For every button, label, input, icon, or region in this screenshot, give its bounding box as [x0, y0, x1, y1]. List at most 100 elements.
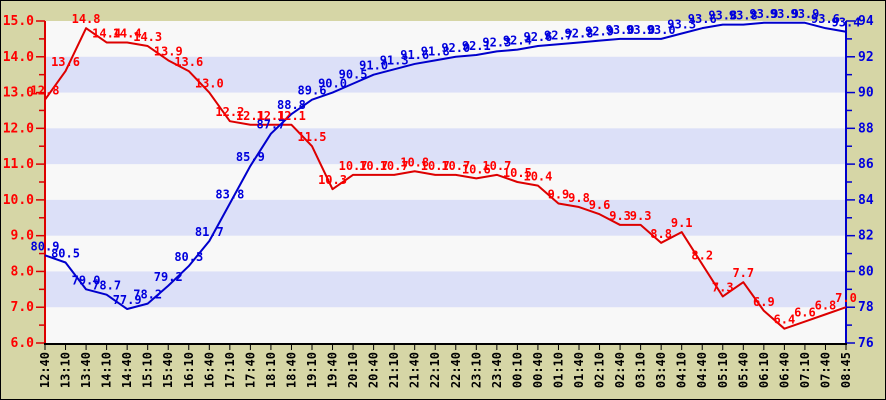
blue-series-point-label: 93.8	[708, 9, 737, 23]
blue-series-point-label: 92.3	[482, 35, 511, 49]
red-series-point-label: 14.8	[72, 12, 101, 26]
blue-series-point-label: 91.6	[400, 48, 429, 62]
blue-series-point-label: 93.6	[688, 12, 717, 26]
x-axis-tick-label: 23:10	[469, 352, 483, 388]
x-axis-tick-label: 05:10	[716, 352, 730, 388]
red-series-point-label: 9.3	[630, 209, 652, 223]
red-series-point-label: 7.7	[732, 266, 754, 280]
red-series-point-label: 7.3	[712, 280, 734, 294]
x-axis-tick-label: 18:40	[284, 352, 298, 388]
red-series-point-label: 12.1	[256, 109, 285, 123]
blue-series-point-label: 80.5	[51, 247, 80, 261]
blue-series-point-label: 87.7	[256, 118, 285, 132]
x-axis-tick-label: 19:10	[305, 352, 319, 388]
x-axis-tick-label: 00:10	[510, 352, 524, 388]
x-axis-tick-label: 03:40	[654, 352, 668, 388]
blue-series-point-label: 78.2	[133, 288, 162, 302]
red-series-point-label: 9.9	[548, 187, 570, 201]
x-axis-tick-label: 12:40	[38, 352, 52, 388]
x-axis-tick-label: 08:45	[839, 352, 853, 388]
left-axis-tick-label: 15.0	[3, 14, 34, 29]
blue-series-point-label: 91.3	[380, 53, 409, 67]
x-axis-tick-label: 02:40	[613, 352, 627, 388]
x-axis-tick-label: 23:40	[490, 352, 504, 388]
left-axis-tick-label: 14.0	[3, 50, 34, 65]
x-axis-tick-label: 17:10	[223, 352, 237, 388]
red-series-point-label: 7.0	[835, 291, 857, 305]
x-axis-tick-label: 16:40	[202, 352, 216, 388]
grid-band	[45, 271, 846, 308]
left-axis-tick-label: 7.0	[11, 300, 35, 315]
blue-series-point-label: 93.4	[832, 16, 861, 30]
red-series-point-label: 14.4	[113, 26, 142, 40]
left-axis-tick-label: 8.0	[11, 264, 35, 279]
blue-series-point-label: 92.9	[585, 25, 614, 39]
right-axis-tick-label: 92	[858, 50, 874, 65]
red-series-line	[44, 27, 847, 330]
blue-series-point-label: 93.8	[729, 9, 758, 23]
x-axis-tick-label: 06:10	[757, 352, 771, 388]
left-axis-tick-label: 12.0	[3, 121, 34, 136]
blue-series-point-label: 77.9	[113, 293, 142, 307]
blue-series-point-label: 81.7	[195, 225, 224, 239]
x-axis-tick-label: 04:10	[675, 352, 689, 388]
x-axis-tick-label: 20:10	[346, 352, 360, 388]
red-series-point-label: 6.8	[815, 298, 837, 312]
blue-series-line	[44, 21, 847, 311]
red-series-point-label: 10.6	[462, 162, 491, 176]
red-series-point-label: 12.1	[236, 109, 265, 123]
red-series-point-label: 10.7	[359, 159, 388, 173]
x-axis-tick-label: 17:40	[243, 352, 257, 388]
x-axis-tick-label: 15:10	[141, 352, 155, 388]
x-axis-tick-label: 01:10	[551, 352, 565, 388]
blue-series-point-label: 91.0	[359, 59, 388, 73]
red-series-point-label: 6.4	[774, 313, 796, 327]
x-axis-tick-label: 07:40	[818, 352, 832, 388]
red-series-point-label: 13.6	[174, 55, 203, 69]
red-series-point-label: 8.8	[650, 227, 672, 241]
red-series-point-label: 11.5	[298, 130, 327, 144]
blue-series-point-label: 80.3	[174, 250, 203, 264]
red-series-point-label: 10.7	[380, 159, 409, 173]
red-series-point-label: 10.5	[503, 166, 532, 180]
blue-series-point-label: 93.0	[606, 23, 635, 37]
red-series-point-label: 12.1	[277, 109, 306, 123]
red-series-point-label: 13.6	[51, 55, 80, 69]
x-axis-tick-label: 16:10	[182, 352, 196, 388]
x-axis-tick-label: 14:40	[120, 352, 134, 388]
right-axis-tick-label: 82	[858, 229, 874, 244]
x-axis-tick-label: 14:10	[100, 352, 114, 388]
right-axis-tick-label: 88	[858, 121, 874, 136]
blue-series-point-label: 88.8	[277, 98, 306, 112]
blue-series-point-label: 92.6	[523, 30, 552, 44]
blue-series-point-label: 92.8	[565, 26, 594, 40]
x-axis-tick-label: 07:10	[798, 352, 812, 388]
x-axis-tick-label: 03:10	[634, 352, 648, 388]
red-series-point-label: 6.9	[753, 295, 775, 309]
left-axis-tick-label: 10.0	[3, 193, 34, 208]
red-series-point-label: 10.7	[441, 159, 470, 173]
left-axis-tick-label: 6.0	[11, 336, 35, 351]
red-series-point-label: 9.6	[589, 198, 611, 212]
x-axis-tick-label: 21:10	[387, 352, 401, 388]
blue-series-point-label: 91.8	[421, 44, 450, 58]
red-series-point-label: 10.4	[523, 170, 552, 184]
blue-series-point-label: 93.3	[667, 18, 696, 32]
blue-series-point-label: 80.9	[31, 239, 60, 253]
x-axis-tick-label: 13:40	[79, 352, 93, 388]
right-axis-tick-label: 80	[858, 264, 874, 279]
red-series-point-label: 10.3	[318, 173, 347, 187]
red-series-point-label: 9.3	[609, 209, 631, 223]
x-axis-tick-label: 18:10	[264, 352, 278, 388]
red-series-point-label: 10.7	[421, 159, 450, 173]
right-axis-tick-label: 76	[858, 336, 874, 351]
right-axis-tick-label: 94	[858, 14, 874, 29]
right-axis-tick-label: 86	[858, 157, 874, 172]
blue-series-point-label: 90.5	[339, 68, 368, 82]
blue-series-point-label: 92.7	[544, 28, 573, 42]
x-axis-tick-label: 21:40	[408, 352, 422, 388]
red-series-point-label: 9.1	[671, 216, 693, 230]
right-axis-tick-label: 84	[858, 193, 874, 208]
